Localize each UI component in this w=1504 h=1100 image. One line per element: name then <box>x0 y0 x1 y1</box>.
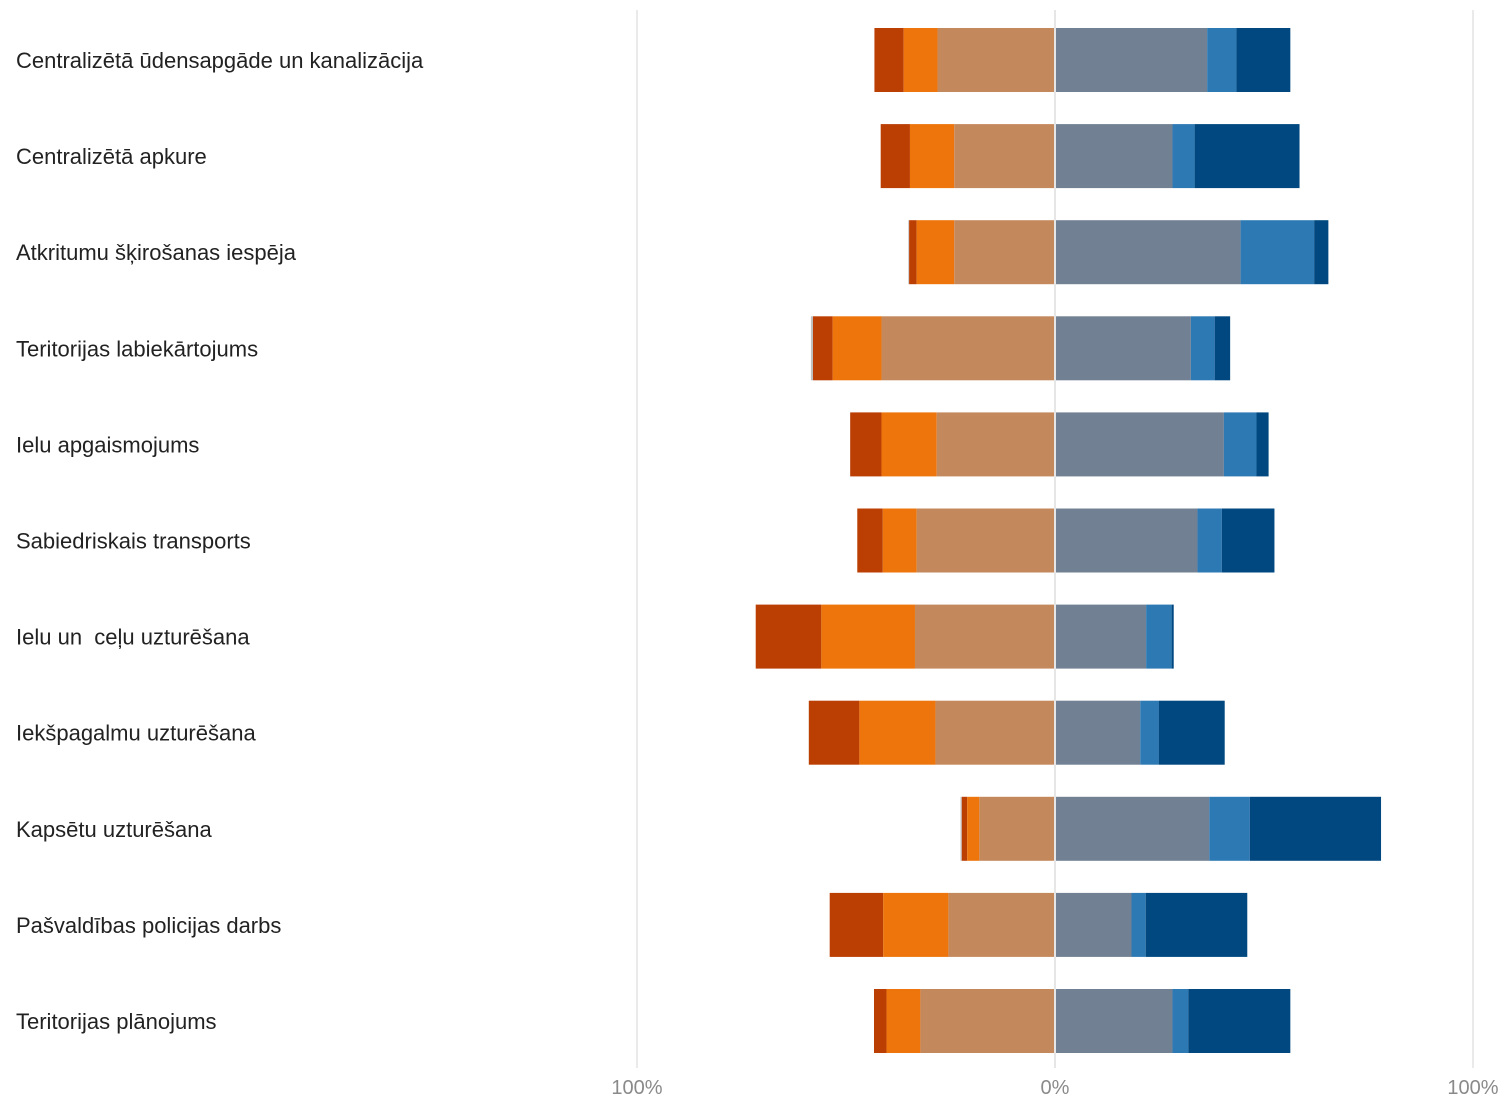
x-tick-label: 100% <box>611 1077 662 1099</box>
category-labels: Centralizētā ūdensapgāde un kanalizācija… <box>16 48 424 1034</box>
bar-segment-negative-1 <box>755 604 822 669</box>
category-label: Pašvaldības policijas darbs <box>16 913 281 938</box>
bar-segment-positive-0 <box>1055 28 1208 92</box>
category-label: Centralizētā ūdensapgāde un kanalizācija <box>16 48 424 73</box>
bar-segment-negative-1 <box>874 28 904 92</box>
category-label: Ielu apgaismojums <box>16 432 199 457</box>
bar-segment-negative-3 <box>914 604 1055 669</box>
bar-segment-negative-2 <box>859 700 936 765</box>
bar-segment-positive-1 <box>1172 124 1195 189</box>
bar-segment-negative-3 <box>916 508 1055 573</box>
category-label: Atkritumu šķirošanas iespēja <box>16 240 297 265</box>
bar-row-7 <box>808 700 1225 765</box>
bar-segment-positive-0 <box>1055 220 1241 285</box>
bar-segment-negative-1 <box>850 412 882 477</box>
bar-segment-negative-1 <box>961 796 968 861</box>
bar-segment-positive-2 <box>1188 989 1291 1053</box>
bar-segment-positive-1 <box>1140 700 1159 765</box>
bar-segment-negative-3 <box>954 124 1055 189</box>
bar-segment-positive-0 <box>1055 796 1210 861</box>
category-label: Teritorijas plānojums <box>16 1009 217 1034</box>
bar-segment-negative-3 <box>948 892 1055 957</box>
bar-segment-positive-0 <box>1055 700 1141 765</box>
category-label: Sabiedriskais transports <box>16 529 251 554</box>
bar-row-3 <box>810 316 1231 381</box>
bar-segment-negative-0 <box>908 220 910 285</box>
bar-segment-negative-2 <box>967 796 980 861</box>
bar-segment-negative-2 <box>881 412 937 477</box>
bar-segment-positive-0 <box>1055 412 1224 477</box>
bar-segment-positive-1 <box>1197 508 1222 573</box>
bar-segment-negative-1 <box>880 124 910 189</box>
bar-segment-positive-1 <box>1223 412 1257 477</box>
bar-segment-positive-2 <box>1249 796 1382 861</box>
bar-row-8 <box>960 796 1382 861</box>
bar-segment-negative-3 <box>954 220 1055 285</box>
bar-segment-negative-3 <box>979 796 1055 861</box>
x-tick-label: 100% <box>1447 1077 1498 1099</box>
bar-segment-negative-1 <box>829 892 884 957</box>
bar-segment-positive-2 <box>1171 604 1174 669</box>
bar-segment-positive-2 <box>1158 700 1225 765</box>
bar-segment-negative-2 <box>909 124 955 189</box>
bar-segment-positive-0 <box>1055 316 1191 381</box>
category-label: Iekšpagalmu uzturēšana <box>16 721 256 746</box>
bar-segment-negative-2 <box>882 508 917 573</box>
bar-segments <box>755 28 1382 1053</box>
bar-row-5 <box>857 508 1275 573</box>
bar-segment-negative-1 <box>909 220 917 285</box>
bar-segment-positive-1 <box>1131 892 1146 957</box>
bar-segment-negative-3 <box>936 412 1055 477</box>
bar-row-10 <box>874 989 1291 1053</box>
x-tick-label: 0% <box>1041 1077 1070 1099</box>
bar-row-0 <box>874 28 1291 92</box>
bar-segment-negative-2 <box>821 604 915 669</box>
bar-segment-positive-2 <box>1314 220 1329 285</box>
bar-row-6 <box>755 604 1174 669</box>
bar-segment-positive-2 <box>1236 28 1291 92</box>
bar-segment-negative-3 <box>920 989 1055 1053</box>
bar-segment-negative-1 <box>808 700 860 765</box>
bar-row-4 <box>850 412 1269 477</box>
bar-segment-positive-0 <box>1055 989 1173 1053</box>
bar-segment-negative-2 <box>903 28 938 92</box>
bar-segment-positive-0 <box>1055 508 1198 573</box>
bar-segment-positive-1 <box>1240 220 1315 285</box>
bar-segment-positive-2 <box>1221 508 1275 573</box>
bar-segment-negative-2 <box>883 892 949 957</box>
bar-segment-negative-1 <box>874 989 887 1053</box>
bar-segment-positive-1 <box>1207 28 1237 92</box>
bar-row-1 <box>880 124 1300 189</box>
x-axis-tick-labels: 100% 0% 100% <box>611 1077 1498 1099</box>
bar-segment-negative-3 <box>937 28 1055 92</box>
bar-segment-positive-2 <box>1214 316 1231 381</box>
bar-row-2 <box>908 220 1329 285</box>
bar-segment-negative-2 <box>916 220 955 285</box>
category-label: Teritorijas labiekārtojums <box>16 336 258 361</box>
bar-segment-positive-0 <box>1055 604 1147 669</box>
bar-segment-negative-1 <box>812 316 833 381</box>
category-label: Centralizētā apkure <box>16 144 207 169</box>
bar-segment-negative-2 <box>886 989 921 1053</box>
bar-segment-positive-2 <box>1256 412 1269 477</box>
bar-segment-negative-3 <box>935 700 1055 765</box>
bar-segment-positive-2 <box>1194 124 1300 189</box>
category-label: Kapsētu uzturēšana <box>16 817 212 842</box>
bar-segment-positive-1 <box>1209 796 1250 861</box>
bar-segment-negative-0 <box>960 796 962 861</box>
bar-segment-positive-0 <box>1055 892 1132 957</box>
bar-segment-positive-2 <box>1145 892 1248 957</box>
bar-row-9 <box>829 892 1248 957</box>
bar-segment-positive-1 <box>1190 316 1215 381</box>
bar-segment-positive-1 <box>1146 604 1172 669</box>
bar-segment-negative-3 <box>881 316 1055 381</box>
bar-segment-negative-1 <box>857 508 883 573</box>
bar-segment-positive-1 <box>1172 989 1189 1053</box>
category-label: Ielu un ceļu uzturēšana <box>16 625 250 650</box>
bar-segment-negative-0 <box>810 316 813 381</box>
bar-segment-negative-2 <box>832 316 882 381</box>
bar-segment-positive-0 <box>1055 124 1173 189</box>
